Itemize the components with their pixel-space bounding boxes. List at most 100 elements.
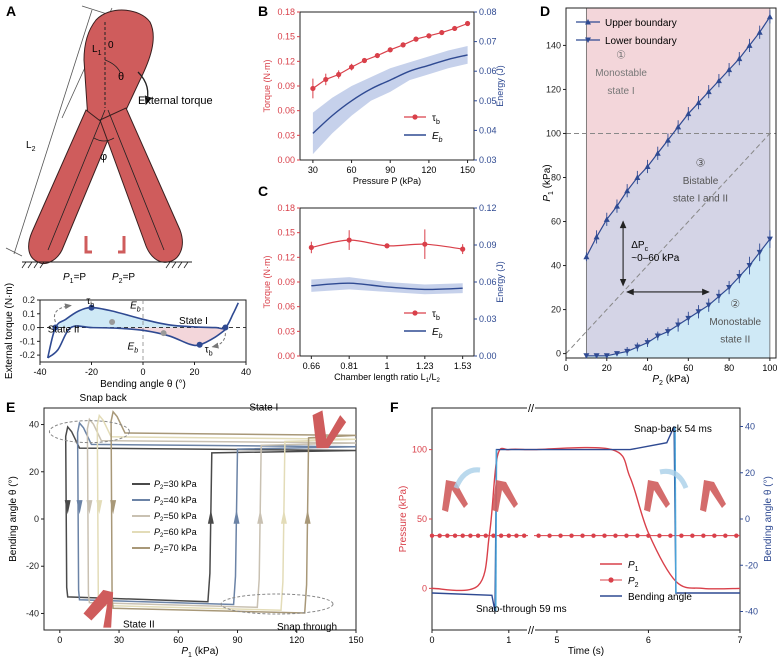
legend-eb-main: E — [432, 327, 439, 338]
legend-sub: 2 — [160, 533, 164, 539]
lower-point — [664, 329, 671, 335]
axis-break-top: // — [528, 403, 535, 415]
y-tick-label: -0.2 — [19, 350, 35, 360]
plot-frame — [431, 407, 741, 631]
legend-p2: P2 — [628, 576, 639, 589]
y-tick-label: 80 — [551, 172, 561, 182]
x-axis-label-main: Chamber length ratio L — [334, 372, 426, 382]
label-p1-sub: 1 — [70, 278, 74, 285]
eb-label-top: Eb — [130, 300, 141, 313]
y2-axis-label: Energy (J) — [495, 261, 505, 303]
y-tick-label: 0.03 — [277, 326, 295, 336]
p2-point — [475, 533, 481, 538]
state2-icon — [83, 589, 114, 628]
p2-point — [591, 533, 596, 538]
label-p1-eq: =P — [74, 272, 87, 283]
legend-lower: Lower boundary — [605, 36, 677, 47]
upper-point — [705, 88, 712, 95]
y-tick-label: 0.12 — [277, 56, 295, 66]
y-tick-label: 0.06 — [277, 106, 295, 116]
state1-label: State I — [249, 402, 278, 413]
x-tick-label: 7 — [737, 635, 742, 645]
x-tick-label: 80 — [724, 363, 734, 373]
p2-point — [506, 533, 511, 538]
x-tick-label: 0 — [57, 635, 62, 645]
plot-frame — [565, 7, 777, 359]
upper-point — [756, 29, 763, 35]
legend-tau-marker — [412, 114, 418, 120]
x-axis-label: P2 (kPa) — [652, 374, 689, 387]
arrow-up-3 — [257, 509, 264, 524]
region1-number: ① — [616, 50, 626, 62]
y2-tick-label: 0 — [745, 514, 750, 524]
curve-marker — [52, 324, 59, 331]
tau-point — [323, 76, 329, 83]
x-tick-label: -40 — [33, 367, 46, 377]
lower-point — [736, 274, 743, 280]
p2-point — [712, 533, 717, 538]
delta-label: ΔPc — [631, 240, 648, 253]
arrow-up-1 — [207, 509, 214, 524]
x-tick-label: 0.66 — [303, 361, 321, 371]
y-tick-label: -0.1 — [19, 336, 35, 346]
y-tick-label: 0.18 — [277, 7, 295, 17]
x-tick-label: 150 — [348, 635, 363, 645]
lower-point — [695, 309, 702, 315]
y-axis-label-sub: 1 — [548, 191, 555, 195]
legend-label-5: P2=70 kPa — [154, 543, 197, 555]
panel-letter-a: A — [6, 3, 16, 19]
p2-point — [580, 533, 585, 538]
energy-marker-top — [109, 319, 116, 326]
y-tick-label: 40 — [551, 261, 561, 271]
hysteresis-loop-3 — [86, 417, 357, 609]
upper-point — [675, 123, 682, 130]
x-tick-label: 30 — [114, 635, 124, 645]
eb-label-top-main: E — [130, 300, 137, 311]
label-l2-sub: 2 — [32, 146, 36, 153]
lower-point — [603, 353, 610, 359]
p2-point — [690, 533, 695, 538]
eb-label-bottom-main: E — [128, 342, 135, 353]
p2-point — [498, 533, 504, 538]
p2-point — [514, 533, 519, 538]
upper-point — [746, 42, 753, 48]
state1-label: State I — [179, 316, 208, 327]
tau-point — [346, 237, 352, 243]
x-tick-label: 150 — [460, 165, 475, 175]
right-arm-shape — [99, 107, 183, 263]
state-icon-1 — [442, 480, 468, 512]
y-tick-label: 120 — [546, 84, 561, 94]
lower-point — [644, 340, 651, 346]
snap-through-label: Snap through — [277, 622, 337, 633]
angle-curve — [431, 426, 740, 612]
x-axis-label-sub1: 1 — [426, 378, 430, 384]
p2-point — [613, 533, 618, 538]
state1-icon — [312, 410, 347, 449]
legend-p2-marker — [608, 577, 614, 583]
y-tick-label: 0.00 — [277, 155, 295, 165]
lower-point — [654, 333, 661, 339]
chart-c-ratio: C 0.00 0.03 0.06 0.09 0.12 0.15 0.18 0.00 0.03 0.0… — [258, 183, 505, 384]
label-zero: 0 — [108, 40, 114, 51]
energy-fill-bottom — [70, 327, 229, 346]
motion-arrow-left — [453, 467, 481, 489]
y-tick-label: 0.03 — [479, 155, 497, 165]
legend-name: P — [154, 527, 160, 537]
legend-name: P — [154, 495, 160, 505]
upper-point — [624, 187, 631, 194]
y-axis-label: Pressure (kPa) — [398, 486, 409, 553]
x-axis-label-sub2: 2 — [437, 378, 441, 384]
x-tick-label: 0 — [429, 635, 434, 645]
upper-point — [644, 163, 651, 169]
panel-letter-e: E — [6, 399, 15, 415]
y-tick-label: -40 — [26, 608, 39, 618]
arrow-up-5 — [304, 509, 311, 524]
left-arm-shape — [28, 109, 113, 264]
tau-point — [422, 241, 428, 247]
legend-tau: τb — [432, 309, 440, 322]
x-tick-label: 120 — [421, 165, 436, 175]
x-axis-label-sub: 2 — [659, 380, 663, 387]
upper-point — [613, 203, 620, 209]
tau-label-bottom-main: τ — [205, 344, 209, 355]
y-tick-label: 0.12 — [277, 252, 295, 262]
